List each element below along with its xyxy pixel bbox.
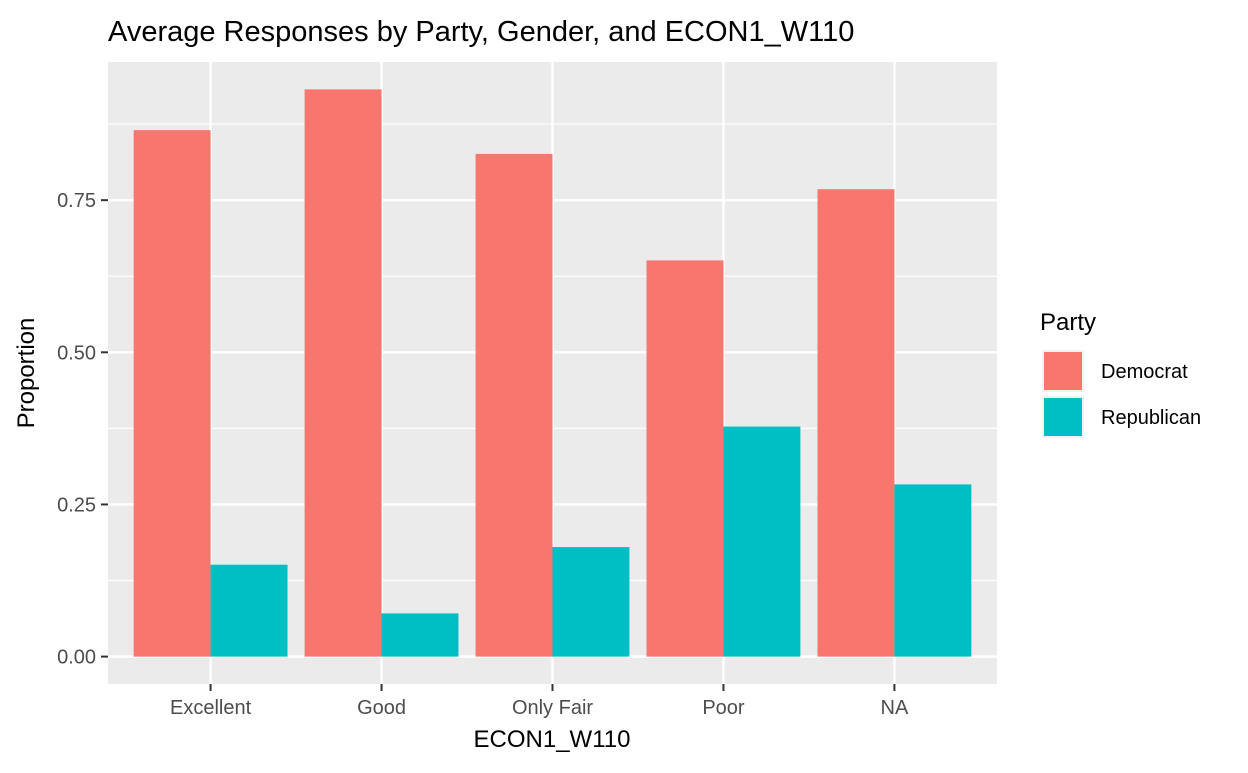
y-tick-label: 0.75	[57, 190, 96, 212]
y-axis-title: Proportion	[13, 318, 40, 429]
legend-swatch-democrat	[1044, 352, 1082, 390]
x-tick-label: Only Fair	[512, 697, 593, 719]
x-tick-label: Poor	[702, 697, 745, 719]
x-axis: Excellent Good Only Fair Poor NA	[170, 684, 909, 719]
bar-democrat-excellent	[133, 130, 211, 657]
legend-label-democrat: Democrat	[1101, 361, 1188, 383]
bar-democrat-poor	[646, 260, 724, 657]
y-tick-label: 0.00	[57, 647, 96, 669]
legend-items: Democrat Republican	[1042, 350, 1201, 438]
bars	[133, 89, 972, 657]
y-axis: 0.00 0.25 0.50 0.75	[57, 190, 108, 669]
y-tick-label: 0.50	[57, 342, 96, 364]
bar-republican-na	[894, 484, 972, 657]
bar-democrat-good	[304, 89, 382, 657]
legend-swatch-republican	[1044, 398, 1082, 436]
bar-republican-poor	[723, 426, 801, 657]
x-axis-title: ECON1_W110	[474, 726, 631, 753]
x-tick-label: NA	[881, 697, 909, 719]
bar-democrat-na	[817, 189, 895, 657]
legend-label-republican: Republican	[1101, 407, 1201, 429]
bar-republican-only-fair	[552, 547, 630, 657]
legend-title: Party	[1040, 309, 1096, 336]
bar-republican-excellent	[210, 564, 288, 657]
y-tick-label: 0.25	[57, 494, 96, 516]
chart-title: Average Responses by Party, Gender, and …	[108, 16, 854, 48]
legend: Party Democrat Republican	[1040, 309, 1201, 438]
bar-republican-good	[381, 613, 459, 657]
x-tick-label: Good	[357, 697, 406, 719]
bar-democrat-only-fair	[475, 153, 553, 657]
x-tick-label: Excellent	[170, 697, 252, 719]
